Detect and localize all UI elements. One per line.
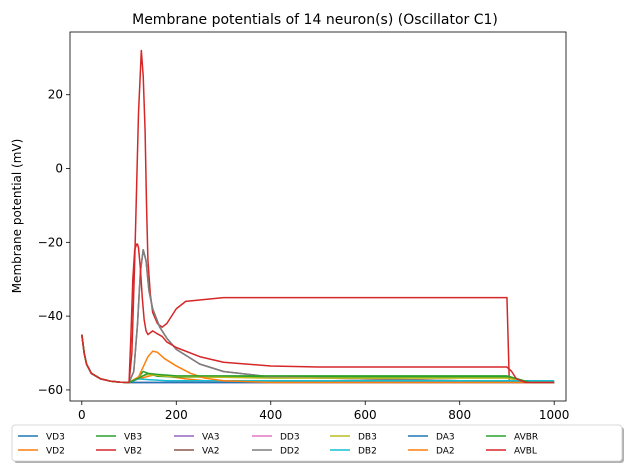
chart-title: Membrane potentials of 14 neuron(s) (Osc… [132, 12, 498, 28]
x-tick-label: 0 [78, 408, 86, 422]
y-tick-label: −40 [38, 309, 63, 323]
legend-label-vd2: VD2 [46, 447, 65, 457]
legend-label-vb3: VB3 [124, 433, 142, 443]
axes-frame [69, 31, 567, 402]
legend-box [11, 424, 623, 462]
y-axis-label: Membrane potential (mV) [10, 139, 24, 294]
x-tick-label: 200 [165, 408, 188, 422]
legend-label-da2: DA2 [436, 447, 455, 457]
x-tick-label: 600 [354, 408, 377, 422]
series-group [81, 49, 555, 384]
y-tick-label: −60 [38, 383, 63, 397]
legend-label-db3: DB3 [358, 433, 377, 443]
legend-label-avbl: AVBL [514, 447, 537, 457]
series-line-vb2 [81, 49, 555, 384]
legend-label-va3: VA3 [202, 433, 219, 443]
y-tick-label: −20 [38, 235, 63, 249]
y-tick-label: 20 [48, 88, 63, 102]
legend-label-avbr: AVBR [514, 433, 538, 443]
legend: VD3 VD2 VB3 VB2 VA3 VA2 DD3 DD2 DB3 DB2 DA3 DA2 AVBR… [11, 424, 624, 463]
series-line-dd2 [81, 248, 555, 384]
legend-label-dd2: DD2 [280, 447, 300, 457]
legend-label-va2: VA2 [202, 447, 219, 457]
legend-label-vb2: VB2 [124, 447, 142, 457]
x-tick-label: 800 [448, 408, 471, 422]
legend-label-db2: DB2 [358, 447, 377, 457]
x-tick-label: 400 [259, 408, 282, 422]
legend-label-dd3: DD3 [280, 433, 300, 443]
legend-label-da3: DA3 [436, 433, 455, 443]
legend-label-vd3: VD3 [46, 433, 65, 443]
series-line-avbl [81, 243, 555, 384]
y-tick-label: 0 [55, 162, 63, 176]
x-tick-label: 1000 [539, 408, 570, 422]
plot-area: 0 200 400 600 800 1000 −60 −40 −20 0 20 [38, 31, 570, 422]
series-line-va2 [81, 248, 555, 384]
